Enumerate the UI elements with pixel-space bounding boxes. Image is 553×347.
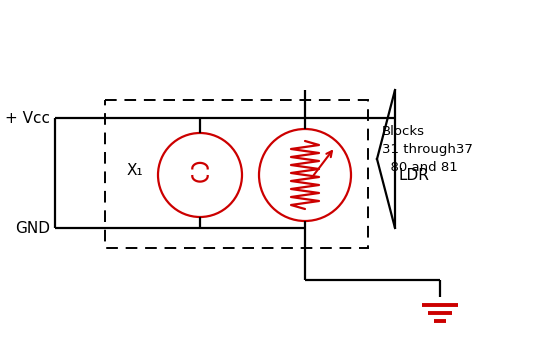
Bar [105,100,368,248]
Text: + Vcc: + Vcc [5,110,50,126]
Text: X₁: X₁ [127,162,143,178]
Text: LDR: LDR [398,168,429,183]
Text: GND: GND [15,220,50,236]
Text: Blocks
31 through37
  80 and 81: Blocks 31 through37 80 and 81 [382,125,473,174]
